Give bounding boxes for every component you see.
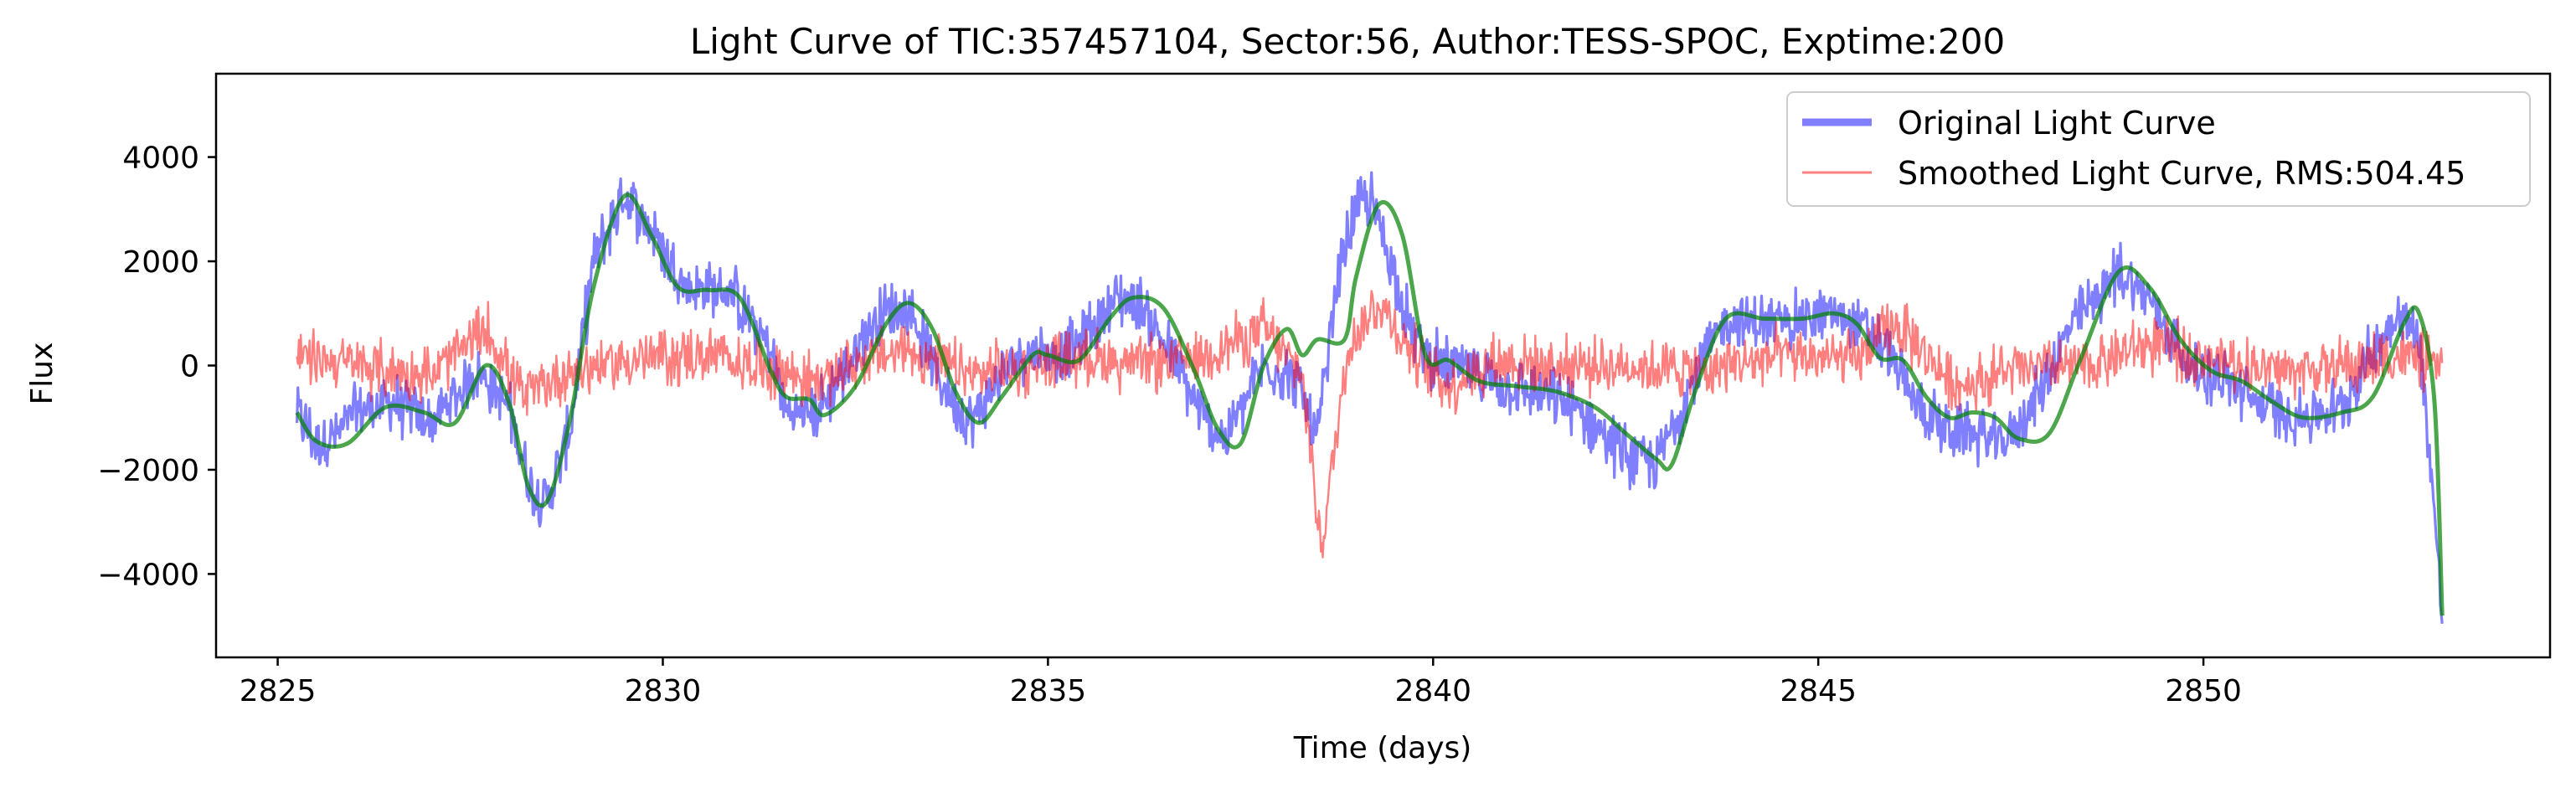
y-tick-label: 4000	[122, 142, 199, 176]
chart-title: Light Curve of TIC:357457104, Sector:56,…	[690, 21, 2005, 62]
y-tick-label: 2000	[122, 245, 199, 280]
legend-label-smoothed: Smoothed Light Curve, RMS:504.45	[1898, 155, 2465, 192]
x-tick-label: 2845	[1780, 674, 1857, 708]
series-smooth-fit	[295, 192, 2445, 616]
x-tick-label: 2850	[2165, 674, 2242, 708]
x-tick-label: 2835	[1010, 674, 1087, 708]
legend-label-original: Original Light Curve	[1898, 105, 2216, 142]
x-tick-label: 2825	[240, 674, 317, 708]
legend: Original Light Curve Smoothed Light Curv…	[1786, 91, 2531, 207]
x-axis-label: Time (days)	[1293, 731, 1472, 765]
x-axis: 2825 2830 2835 2840 2845 2850	[240, 657, 2242, 708]
y-tick-label: 0	[180, 350, 199, 384]
y-tick-label: −4000	[97, 558, 199, 592]
legend-box	[1786, 91, 2531, 207]
y-axis-label: Flux	[25, 342, 59, 405]
series-layer	[295, 171, 2445, 624]
x-tick-label: 2840	[1394, 674, 1471, 708]
x-tick-label: 2830	[625, 674, 702, 708]
y-tick-label: −2000	[97, 454, 199, 488]
series-smoothed-light-curve	[296, 290, 2444, 559]
y-axis: −4000 −2000 0 2000 4000	[97, 142, 216, 592]
